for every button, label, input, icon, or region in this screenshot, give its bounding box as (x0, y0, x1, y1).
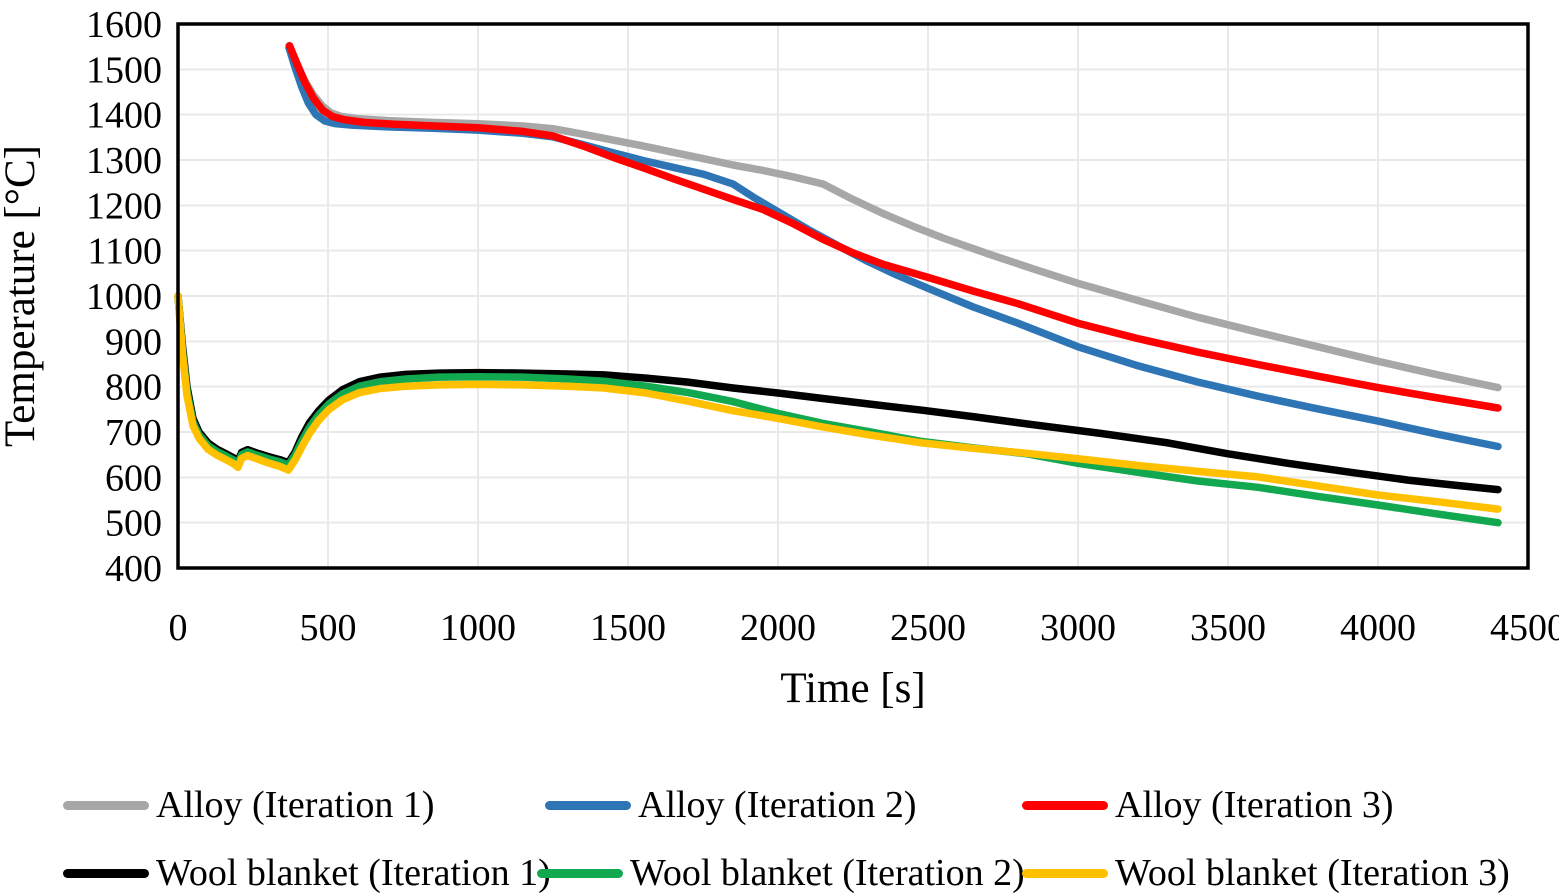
series-line-alloy-iteration-3 (285, 42, 1502, 412)
x-axis-title: Time [s] (780, 665, 925, 712)
legend-label: Alloy (Iteration 1) (156, 784, 435, 826)
legend-item-wool-blanket-iteration-2: Wool blanket (Iteration 2) (537, 850, 1025, 896)
x-tick-label-3000: 3000 (1040, 607, 1116, 649)
legend-label: Alloy (Iteration 3) (1115, 784, 1394, 826)
y-tick-label-1200: 1200 (86, 185, 162, 227)
legend-swatch-wool-blanket-iteration-2 (537, 868, 623, 878)
temperature-time-line-chart: 0 500 1000 1500 2000 2500 3000 3500 4000 4500 400… (0, 4, 1559, 712)
series-line-alloy-iteration-2 (285, 43, 1502, 451)
y-tick-label-1500: 1500 (86, 49, 162, 91)
y-tick-label-1400: 1400 (86, 95, 162, 137)
legend-swatch-alloy-iteration-1 (63, 800, 149, 810)
legend-item-alloy-iteration-3: Alloy (Iteration 3) (1022, 782, 1394, 828)
y-axis-tick-labels: 4005006007008009001000110012001300140015… (86, 4, 162, 590)
y-tick-label-1000: 1000 (86, 276, 162, 318)
legend-swatch-alloy-iteration-3 (1022, 800, 1108, 810)
y-tick-label-500: 500 (105, 503, 162, 545)
x-tick-label-500: 500 (300, 607, 357, 649)
legend-swatch-wool-blanket-iteration-3 (1022, 868, 1108, 878)
legend-label: Wool blanket (Iteration 2) (630, 852, 1025, 894)
x-tick-label-4500: 4500 (1490, 607, 1559, 649)
y-tick-label-1300: 1300 (86, 140, 162, 182)
y-tick-label-800: 800 (105, 367, 162, 409)
x-tick-label-1500: 1500 (590, 607, 666, 649)
series-line-alloy-iteration-1 (285, 42, 1502, 392)
legend-item-alloy-iteration-2: Alloy (Iteration 2) (545, 782, 917, 828)
legend-item-wool-blanket-iteration-1: Wool blanket (Iteration 1) (63, 850, 551, 896)
series-line-wool-blanket-iteration-2 (174, 292, 1502, 527)
legend-swatch-alloy-iteration-2 (545, 800, 631, 810)
plot-area-border (176, 22, 1530, 570)
y-tick-label-900: 900 (105, 321, 162, 363)
x-tick-label-2500: 2500 (890, 607, 966, 649)
series-line-wool-blanket-iteration-3 (174, 292, 1502, 513)
x-tick-label-4000: 4000 (1340, 607, 1416, 649)
series-lines (174, 42, 1502, 527)
legend-item-alloy-iteration-1: Alloy (Iteration 1) (63, 782, 435, 828)
y-tick-label-600: 600 (105, 457, 162, 499)
legend-swatch-wool-blanket-iteration-1 (63, 868, 149, 878)
y-axis-title: Temperature [°C] (0, 145, 44, 447)
legend-label: Wool blanket (Iteration 3) (1115, 852, 1510, 894)
x-tick-label-0: 0 (169, 607, 188, 649)
legend-label: Alloy (Iteration 2) (638, 784, 917, 826)
x-axis-tick-labels: 0 500 1000 1500 2000 2500 3000 3500 4000 4500 (169, 607, 1559, 649)
x-tick-label-1000: 1000 (440, 607, 516, 649)
y-tick-label-700: 700 (105, 412, 162, 454)
x-tick-label-2000: 2000 (740, 607, 816, 649)
y-tick-label-1100: 1100 (87, 231, 162, 273)
x-tick-label-3500: 3500 (1190, 607, 1266, 649)
y-tick-label-400: 400 (105, 548, 162, 590)
legend-item-wool-blanket-iteration-3: Wool blanket (Iteration 3) (1022, 850, 1510, 896)
legend-label: Wool blanket (Iteration 1) (156, 852, 551, 894)
y-tick-label-1600: 1600 (86, 4, 162, 46)
